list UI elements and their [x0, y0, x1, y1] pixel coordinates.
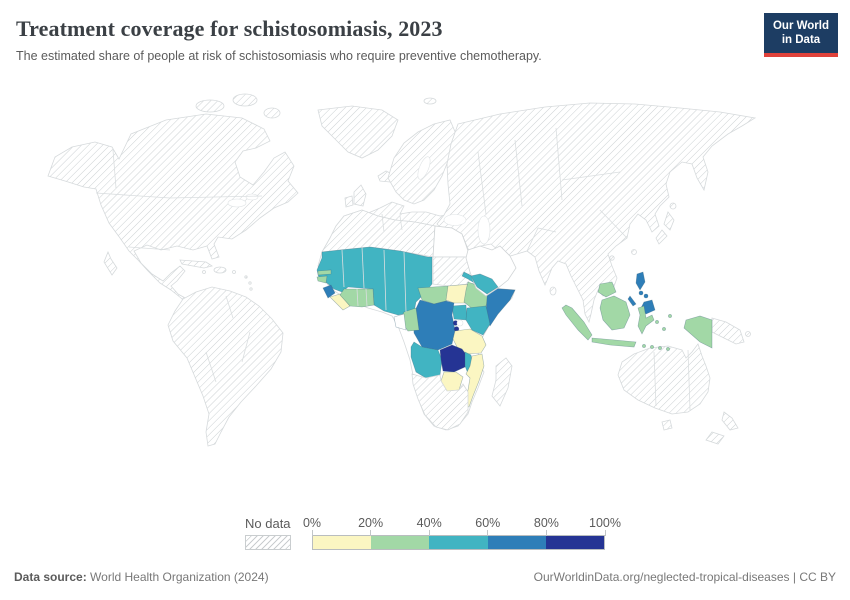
region-philippines-luzon[interactable] [635, 271, 646, 291]
region-uganda[interactable] [451, 304, 468, 321]
region-gambia[interactable] [317, 269, 332, 276]
data-source-value: World Health Organization (2024) [86, 570, 269, 584]
legend-tick-label: 0% [302, 516, 322, 530]
region-sierra-leone[interactable] [322, 284, 336, 299]
region-sumatra[interactable] [561, 304, 593, 341]
region-new-britain [745, 331, 751, 337]
region-madagascar[interactable] [491, 357, 513, 407]
legend-tick-label: 80% [533, 516, 559, 530]
region-baja-california[interactable] [103, 250, 118, 276]
region-greenland[interactable] [317, 105, 399, 159]
legend-tick-mark [370, 530, 372, 536]
map-legend: No data 0% 20% 40% 60% 80% 100% [245, 516, 621, 550]
region-west-papua[interactable] [683, 315, 713, 349]
legend-tick-mark [428, 530, 430, 536]
data-source: Data source: World Health Organization (… [14, 570, 269, 584]
world-map[interactable] [0, 92, 850, 510]
credit-link[interactable]: OurWorldinData.org/neglected-tropical-di… [533, 570, 836, 584]
region-yemen[interactable] [470, 273, 499, 295]
region-cote-divoire-ghana-togo[interactable] [339, 288, 375, 308]
legend-tick-mark [311, 530, 313, 536]
region-new-zealand-south[interactable] [705, 431, 725, 445]
region-philippines-visayas1[interactable] [638, 290, 644, 296]
legend-tick-label: 60% [475, 516, 501, 530]
region-gabon[interactable] [393, 313, 407, 331]
legend-bins[interactable] [312, 535, 605, 550]
legend-tick-mark [604, 530, 606, 536]
data-source-label: Data source: [14, 570, 87, 584]
legend-bin-0[interactable] [313, 536, 372, 549]
legend-no-data[interactable]: No data [245, 516, 291, 550]
legend-bin-4[interactable] [545, 536, 605, 549]
legend-tick-label: 40% [416, 516, 442, 530]
inland-seas [227, 156, 491, 327]
region-north-america[interactable] [47, 113, 299, 308]
arctic-islands [195, 93, 437, 119]
region-united-kingdom[interactable] [353, 184, 367, 207]
legend-bin-2[interactable] [429, 536, 488, 549]
region-philippines-palawan[interactable] [627, 295, 637, 307]
owid-logo-line2: in Data [781, 34, 821, 47]
region-philippines-visayas2[interactable] [643, 293, 649, 299]
chart-footer: Data source: World Health Organization (… [0, 560, 850, 600]
region-sahel-west-africa[interactable] [316, 246, 433, 316]
se-asia-colored[interactable] [561, 271, 713, 351]
region-ireland[interactable] [344, 195, 354, 208]
colored-countries[interactable] [316, 246, 516, 408]
legend-tick-mark [487, 530, 489, 536]
region-somalia[interactable] [485, 287, 516, 327]
region-dr-congo[interactable] [412, 299, 456, 351]
region-papua-new-guinea[interactable] [711, 317, 745, 345]
region-tasmania[interactable] [661, 419, 673, 431]
region-java[interactable] [591, 337, 637, 348]
legend-tick-label: 20% [358, 516, 384, 530]
region-borneo[interactable] [599, 295, 631, 331]
region-cambodia[interactable] [597, 281, 617, 298]
legend-tick-mark [545, 530, 547, 536]
region-south-america[interactable] [167, 286, 284, 447]
legend-bin-1[interactable] [371, 536, 430, 549]
legend-tick-label: 100% [589, 516, 621, 530]
region-australia[interactable] [617, 343, 711, 415]
chart-title: Treatment coverage for schistosomiasis, … [16, 16, 443, 41]
legend-color-bar[interactable]: 0% 20% 40% 60% 80% 100% [303, 516, 621, 550]
region-tanzania[interactable] [452, 328, 487, 355]
region-guinea-bissau[interactable] [316, 275, 328, 284]
region-zambia[interactable] [439, 344, 469, 373]
africa-group[interactable] [316, 209, 516, 431]
region-new-zealand-north[interactable] [721, 411, 739, 431]
legend-no-data-swatch[interactable] [245, 535, 291, 550]
legend-bin-3[interactable] [487, 536, 546, 549]
owid-logo[interactable]: Our World in Data [764, 13, 838, 57]
east-asia-islands [549, 202, 677, 296]
owid-logo-line1: Our World [772, 20, 829, 32]
internal-borders [95, 127, 691, 411]
region-southern-africa-nodata[interactable] [411, 373, 469, 431]
chart-header: Treatment coverage for schistosomiasis, … [16, 16, 750, 63]
region-sulawesi[interactable] [637, 305, 655, 335]
legend-no-data-label: No data [245, 516, 291, 531]
lesser-sunda-maluku [642, 314, 672, 351]
caribbean-islands [179, 259, 253, 291]
region-kenya[interactable] [465, 305, 491, 336]
chart-subtitle: The estimated share of people at risk of… [16, 49, 542, 63]
